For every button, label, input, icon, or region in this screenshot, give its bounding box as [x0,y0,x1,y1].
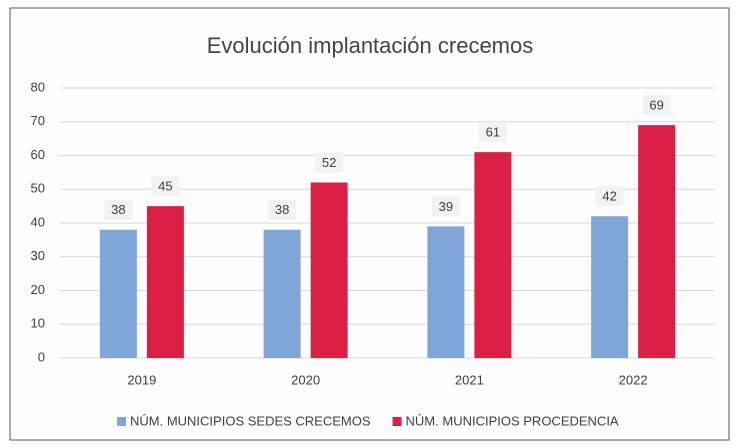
bar [474,152,512,358]
bar [638,125,676,358]
data-label-bg [478,122,507,143]
data-label: 69 [649,98,663,113]
y-tick-label: 50 [31,181,45,196]
data-label-bg [104,199,133,220]
data-label: 52 [322,155,336,170]
chart-title: Evolución implantación crecemos [207,33,534,58]
data-label-bg [151,176,180,197]
data-label: 38 [275,202,289,217]
data-label-bg [431,196,460,217]
legend-swatch [117,417,126,426]
x-tick-label: 2022 [619,372,648,387]
data-label-bg [595,186,624,207]
legend-label: NÚM. MUNICIPIOS PROCEDENCIA [406,413,619,428]
legend-label: NÚM. MUNICIPIOS SEDES CRECEMOS [130,413,371,428]
data-label: 45 [158,179,172,194]
y-tick-label: 60 [31,147,45,162]
y-tick-label: 20 [31,282,45,297]
x-tick-label: 2020 [291,372,320,387]
data-label-bg [268,199,297,220]
bar [146,206,184,358]
x-tick-label: 2021 [455,372,484,387]
bar [427,226,465,358]
bar [263,229,301,358]
data-label-bg [315,152,344,173]
bar [99,229,137,358]
bar [310,182,348,358]
data-label-bg [642,95,671,116]
legend-swatch [392,417,402,426]
data-label: 39 [439,199,453,214]
x-tick-label: 2019 [127,372,156,387]
data-label: 61 [486,125,500,140]
y-tick-label: 40 [31,214,45,229]
y-tick-label: 30 [31,248,45,263]
y-tick-label: 80 [31,79,45,94]
y-tick-label: 70 [31,113,45,128]
y-tick-label: 10 [31,316,45,331]
data-label: 38 [111,202,125,217]
bar [591,216,629,358]
y-tick-label: 0 [38,349,45,364]
data-label: 42 [602,189,616,204]
